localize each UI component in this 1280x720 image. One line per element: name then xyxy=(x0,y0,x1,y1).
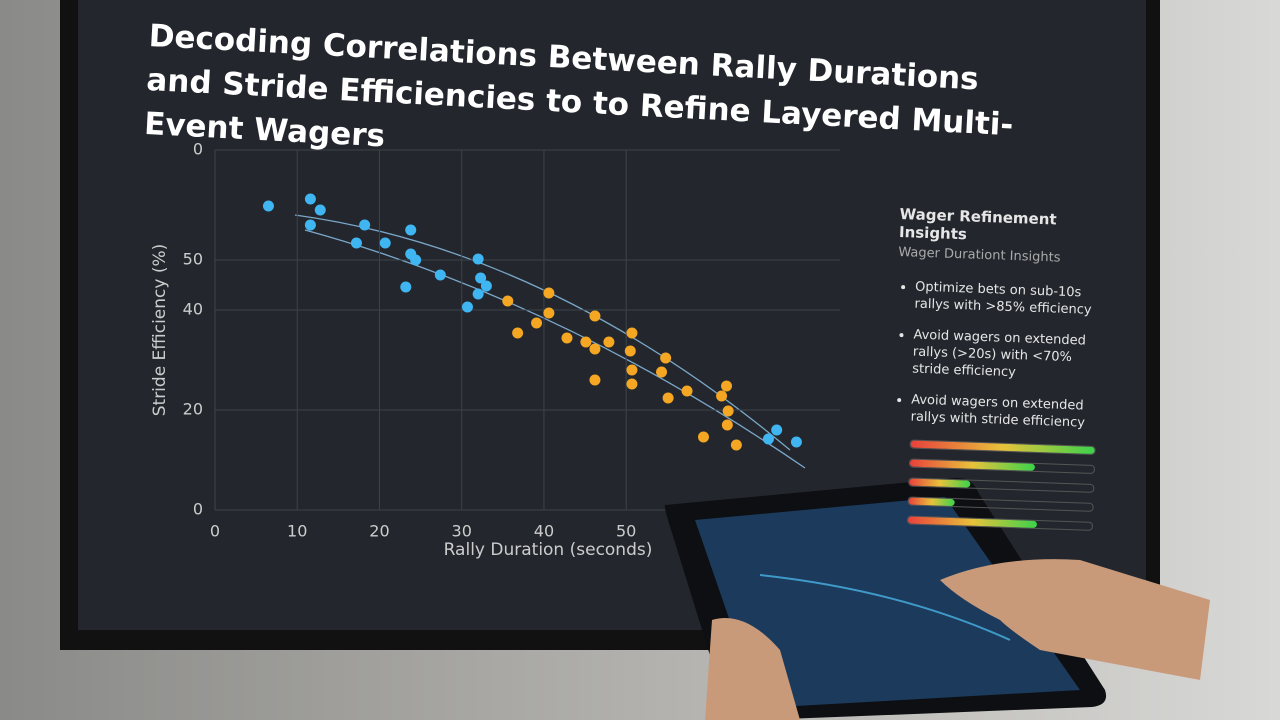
scatter-point xyxy=(304,219,316,231)
panel-title: Wager Refinement Insights xyxy=(898,205,1057,244)
scatter-point xyxy=(589,310,601,322)
scatter-point xyxy=(660,352,672,364)
scatter-point xyxy=(662,392,674,404)
x-tick-label: 0 xyxy=(210,522,220,541)
scatter-point xyxy=(561,332,573,344)
progress-bar xyxy=(909,478,971,488)
y-tick-label: 50 xyxy=(183,250,203,269)
bullet-list: Optimize bets on sub-10s rallys with >85… xyxy=(892,278,1107,432)
x-tick-label: 50 xyxy=(616,522,636,541)
scatter-point xyxy=(304,193,316,205)
scatter-point xyxy=(626,378,638,390)
bullet: Optimize bets on sub-10s rallys with >85… xyxy=(914,279,1107,320)
scatter-point xyxy=(716,390,728,402)
y-tick-label: 0 xyxy=(193,140,203,159)
scatter-point xyxy=(531,317,543,329)
scatter-point xyxy=(350,237,362,249)
scatter-point xyxy=(400,281,412,293)
progress-bar xyxy=(909,459,1036,471)
x-tick-label: 20 xyxy=(369,522,389,541)
tablet xyxy=(664,477,1210,720)
scatter-point xyxy=(762,433,774,445)
x-axis-label: Rally Duration (seconds) xyxy=(444,540,653,560)
scatter-point xyxy=(262,200,274,212)
insights-panel: Wager Refinement Insights Wager Duration… xyxy=(889,205,1110,531)
bar-list xyxy=(889,439,1102,531)
scatter-point xyxy=(580,336,592,348)
bullet: Avoid wagers on extended rallys with str… xyxy=(910,392,1103,433)
scatter-point xyxy=(626,327,638,339)
scatter-point xyxy=(589,374,601,386)
scatter-point xyxy=(410,254,422,266)
scatter-point xyxy=(480,280,492,292)
scatter-point xyxy=(475,272,487,284)
bar-track xyxy=(907,496,1094,512)
scatter-point xyxy=(502,295,514,307)
bullet: Avoid wagers on extended rallys (>20s) w… xyxy=(912,327,1106,385)
scatter-point xyxy=(472,288,484,300)
scatter-point xyxy=(314,204,326,216)
bar-track xyxy=(908,458,1096,474)
scatter-point xyxy=(722,405,734,417)
scatter-point xyxy=(656,366,668,378)
bar-track xyxy=(908,477,1095,493)
y-tick-label: 40 xyxy=(183,300,203,319)
x-tick-label: 10 xyxy=(287,522,307,541)
scatter-point xyxy=(461,301,473,313)
scatter-point xyxy=(721,419,733,431)
x-tick-label: 40 xyxy=(534,522,554,541)
bar-track xyxy=(909,439,1096,455)
progress-bar xyxy=(908,497,955,507)
scatter-point xyxy=(771,424,783,436)
progress-bar xyxy=(910,440,1095,454)
scatter-point xyxy=(543,307,555,319)
y-axis-label: Stride Efficiency (%) xyxy=(150,244,170,417)
scatter-point xyxy=(512,327,524,339)
scatter-point xyxy=(790,436,802,448)
y-tick-label: 20 xyxy=(183,400,203,419)
scatter-point xyxy=(603,336,615,348)
scatter-point xyxy=(697,431,709,443)
x-tick-label: 30 xyxy=(452,522,472,541)
scatter-point xyxy=(379,237,391,249)
scatter-point xyxy=(589,343,601,355)
scatter-point xyxy=(434,269,446,281)
scatter-point xyxy=(730,439,742,451)
scatter-point xyxy=(626,364,638,376)
panel-subtitle: Wager Durationt Insights xyxy=(898,244,1061,266)
scatter-point xyxy=(681,385,693,397)
scatter-point xyxy=(359,219,371,231)
y-tick-label: 0 xyxy=(193,500,203,519)
scatter-point xyxy=(721,380,733,392)
scatter-point xyxy=(405,224,417,236)
scatter-point xyxy=(624,345,636,357)
scatter-point xyxy=(472,253,484,265)
trend-line xyxy=(304,229,806,469)
scatter-point xyxy=(543,287,555,299)
